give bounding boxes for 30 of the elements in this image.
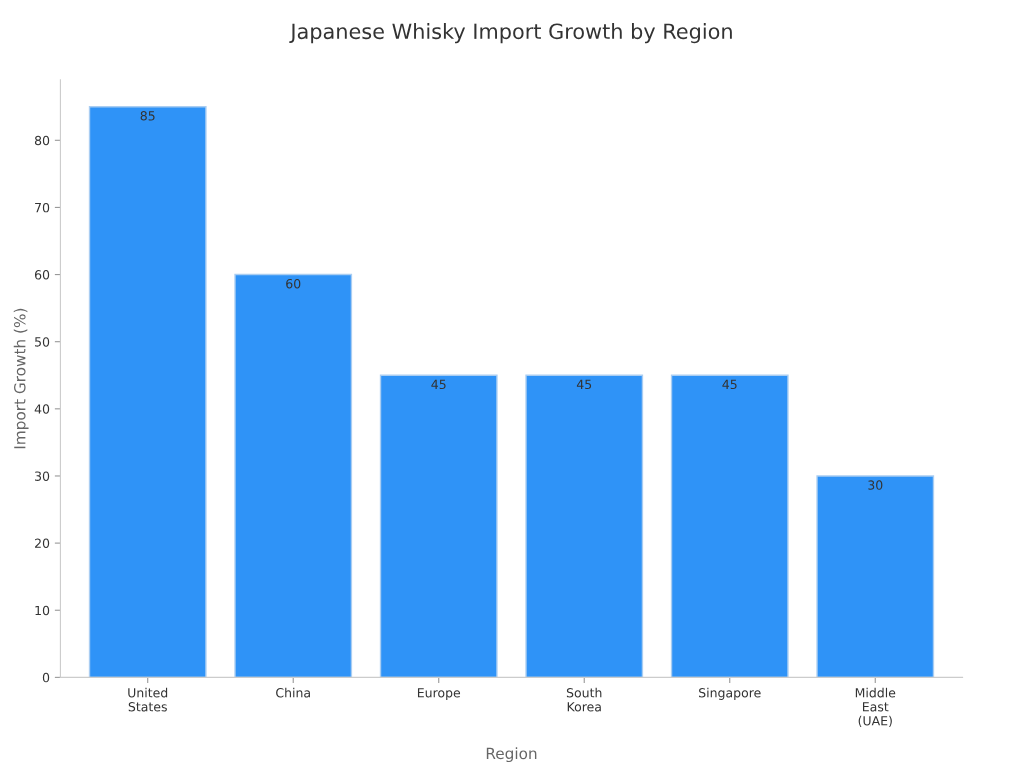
x-tick-label: Europe	[417, 688, 461, 700]
bar	[816, 475, 935, 678]
x-tick-label: Singapore	[699, 687, 761, 700]
x-tick-label: United States	[128, 687, 168, 712]
y-tick-label: 60	[34, 270, 50, 280]
x-axis-title: Region	[486, 747, 537, 763]
y-tick-label: 10	[35, 605, 50, 616]
data-label: 85	[140, 111, 155, 121]
data-label: 45	[431, 379, 446, 390]
data-label: 45	[722, 379, 737, 390]
y-tick-label: 80	[34, 135, 50, 146]
y-tick-label: 30	[35, 471, 50, 481]
bar	[88, 106, 207, 678]
y-tick-label: 70	[35, 202, 50, 213]
bar	[525, 374, 644, 678]
y-tick-label: 0	[42, 672, 50, 683]
x-tick-label: Middle East (UAE)	[855, 687, 896, 727]
chart-title: Japanese Whisky Import Growth by Region	[289, 23, 732, 44]
y-tick-label: 40	[34, 404, 50, 414]
x-tick-label: China	[276, 687, 310, 698]
y-tick-label: 20	[35, 538, 50, 549]
x-tick-label: South Korea	[566, 687, 602, 712]
data-label: 30	[868, 480, 883, 490]
bar	[670, 374, 789, 678]
y-axis-title: Import Growth (%)	[13, 308, 29, 449]
bar	[379, 374, 498, 678]
data-label: 60	[286, 278, 301, 289]
bar	[234, 273, 353, 678]
data-label: 45	[576, 379, 592, 390]
y-tick-label: 50	[35, 337, 50, 347]
